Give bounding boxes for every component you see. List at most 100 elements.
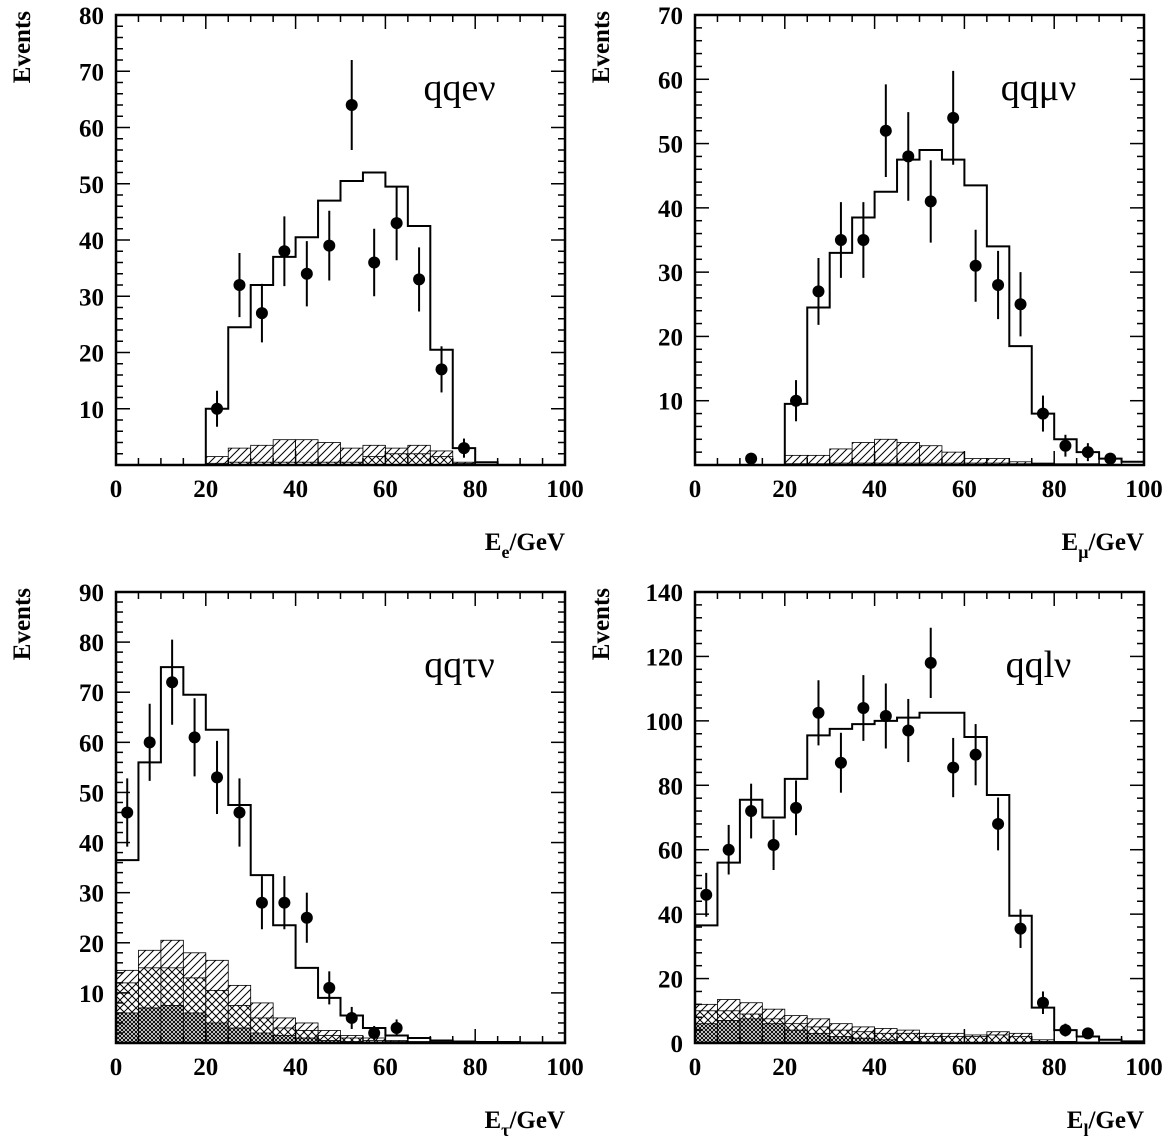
y-axis-title: Events [9,588,36,661]
y-tick-label: 60 [79,730,104,757]
data-point [902,724,915,737]
panel-4: 0 20 40 60 80 100 0 20 40 60 80 100 120 140 Events El/G… [588,580,1163,1140]
bkg-crosshatched-bin-pattern [407,453,431,466]
data-point [1059,439,1072,452]
data-point [992,279,1005,291]
data-point [300,267,313,280]
x-tick-label: 0 [689,476,702,503]
y-tick-label: 40 [658,196,683,223]
x-tick-label: 40 [283,476,308,503]
data-point [278,245,291,258]
channel-label: qqμν [1001,67,1077,109]
data-point [902,150,915,163]
y-axis-title: Events [588,588,615,661]
data-point [435,363,448,376]
data-point [323,239,336,252]
y-tick-label: 30 [658,260,683,287]
x-tick-label: 20 [193,1054,218,1081]
y-tick-label: 40 [79,831,104,858]
y-tick-label: 140 [646,580,684,607]
data-point [211,771,224,784]
channel-label: qqτν [424,644,494,686]
bkg-dense-bin-pattern [160,1005,184,1044]
y-tick-label: 30 [79,881,104,908]
data-point [413,273,426,286]
bkg-crosshatched-bin-pattern [429,456,454,466]
data-point [812,285,825,298]
data-point [457,442,470,455]
bkg-dense-bin-pattern [784,1029,808,1044]
data-point [368,256,381,269]
bkg-dense-bin-pattern [227,1027,252,1044]
bkg-crosshatched-bin-pattern [362,456,386,466]
y-tick-label: 10 [658,389,683,416]
x-axis-title: Eτ/GeV [484,1107,565,1140]
data-point [1036,996,1049,1009]
plot-frame [114,13,567,467]
x-axis-title: El/GeV [1067,1107,1144,1140]
bkg-dense-bin-pattern [250,1032,274,1044]
y-tick-label: 70 [79,680,104,707]
y-tick-label: 80 [658,773,683,800]
data-point [1059,1024,1072,1037]
x-tick-label: 80 [463,476,488,503]
y-tick-label: 50 [658,132,683,159]
y-tick-label: 90 [79,580,104,607]
data-point [278,896,291,909]
data-point [857,701,870,714]
x-tick-label: 80 [1042,476,1067,503]
y-tick-label: 60 [658,67,683,94]
x-tick-label: 60 [952,1054,977,1081]
x-tick-label: 20 [772,476,797,503]
y-tick-label: 20 [658,967,683,994]
data-point [233,279,246,291]
bkg-dense-bin-pattern [115,1012,139,1044]
data-point [992,817,1005,830]
y-tick-label: 120 [646,644,684,671]
x-tick-label: 20 [772,1054,797,1081]
data-point [1081,446,1094,459]
x-axis-title: Eμ/GeV [1062,529,1144,562]
bkg-hatched-bin-pattern [295,439,319,466]
bkg-hatched-bin-pattern [272,439,296,466]
data-point [924,656,937,669]
data-point [700,888,713,901]
x-tick-label: 40 [862,1054,887,1081]
data-point [857,234,870,246]
mc-histogram [695,149,1144,466]
x-tick-label: 40 [283,1054,308,1081]
data-point [947,761,960,774]
data-point [790,801,803,814]
bkg-dense-bin-pattern [205,1022,229,1044]
data-point [834,234,847,246]
x-tick-label: 40 [862,476,887,503]
x-tick-label: 80 [463,1054,488,1081]
y-tick-label: 40 [79,228,104,255]
data-point [812,706,825,719]
bkg-hatched-bin-pattern [829,448,853,466]
data-point [390,217,403,230]
data-point [255,896,268,909]
data-point [211,402,224,415]
data-point [121,806,134,819]
panel-2: 0 20 40 60 80 100 10 20 30 40 50 60 70 Events Eμ/GeV qq… [588,3,1163,562]
data-point [969,259,982,272]
data-point [166,676,179,689]
data-point [255,307,268,320]
data-point [969,748,982,761]
y-tick-label: 60 [79,116,104,143]
mc-histogram [695,711,1144,1043]
bkg-dense-bin-pattern [761,1023,786,1044]
x-tick-label: 100 [546,1054,584,1081]
bkg-dense-bin-pattern [694,1023,718,1044]
y-tick-label: 70 [658,3,683,30]
plot-frame [693,13,1146,467]
x-tick-label: 100 [1125,1054,1163,1081]
x-tick-label: 0 [689,1054,702,1081]
bkg-hatched-bin-pattern [851,442,876,466]
x-tick-label: 60 [373,1054,398,1081]
data-point [345,99,358,111]
data-point [300,911,313,924]
data-point [188,731,201,744]
